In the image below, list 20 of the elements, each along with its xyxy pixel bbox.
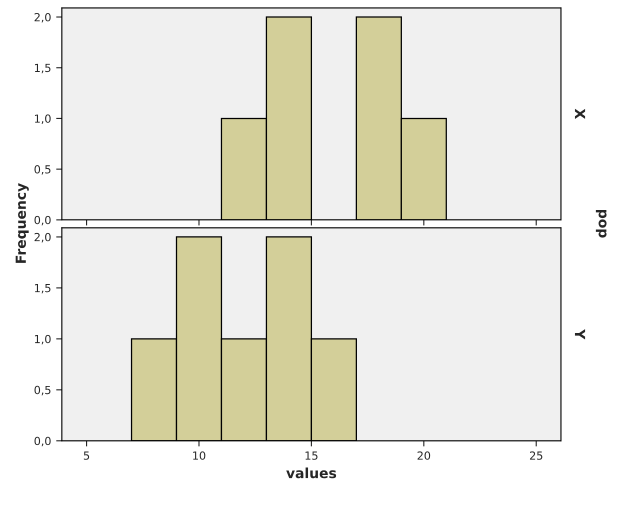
x-axis-title: values [286, 468, 336, 478]
y2-axis-title: X [574, 108, 586, 119]
y-tick-label: 0,0 [34, 216, 51, 226]
y-tick-label: 1,0 [34, 114, 51, 124]
y-tick-label: 1,0 [34, 334, 51, 344]
y-tick-label: 2,0 [34, 12, 51, 23]
x-tick-label: 10 [193, 451, 206, 460]
y-tick-label: 1,5 [34, 284, 50, 294]
text: pop [596, 210, 607, 238]
y-tick-label: 0,5 [34, 386, 50, 396]
y-axis-title: Frequency [16, 183, 29, 263]
y2-axis-title: Y [574, 329, 586, 340]
y-tick-label: 2,0 [34, 232, 51, 242]
x-tick-label: 20 [418, 451, 430, 460]
x-tick-label: 25 [530, 451, 542, 460]
y-tick-label: 0,5 [34, 165, 50, 175]
x-tick-label: 5 [84, 452, 90, 460]
y-tick-label: 1,5 [34, 64, 50, 74]
y-tick-label: 0,0 [34, 436, 51, 446]
x-tick-label: 15 [306, 452, 318, 460]
